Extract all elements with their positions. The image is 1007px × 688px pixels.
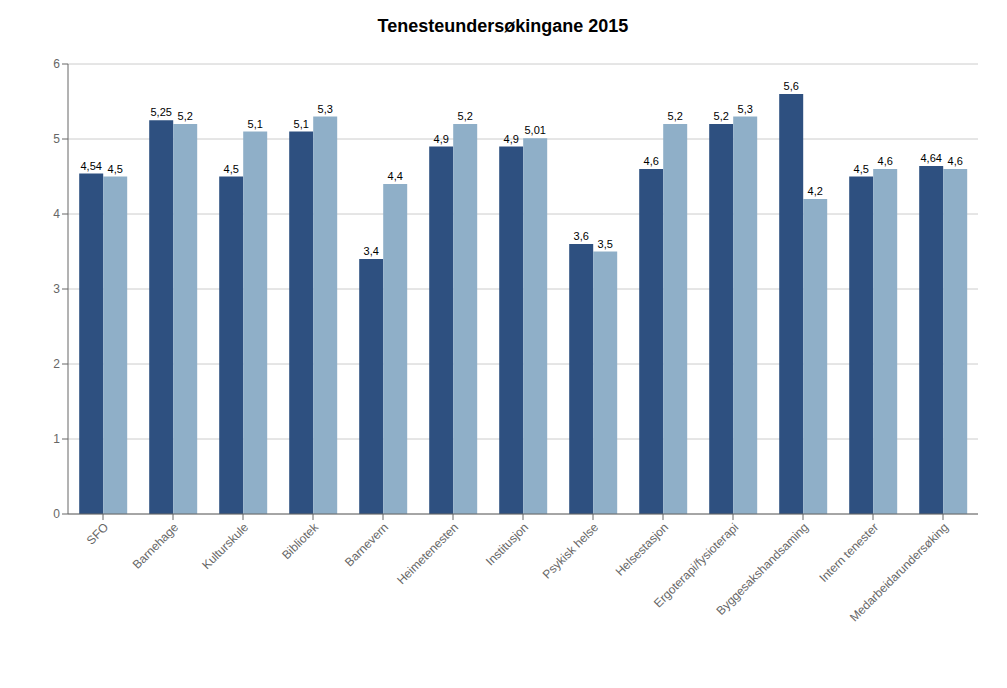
svg-text:5,6: 5,6 bbox=[784, 80, 799, 92]
svg-text:Barnehage: Barnehage bbox=[130, 520, 182, 572]
svg-text:Bibliotek: Bibliotek bbox=[279, 520, 322, 563]
svg-text:Psykisk helse: Psykisk helse bbox=[540, 520, 602, 582]
svg-text:5,2: 5,2 bbox=[714, 110, 729, 122]
svg-text:5,1: 5,1 bbox=[294, 118, 309, 130]
svg-text:Institusjon: Institusjon bbox=[483, 520, 531, 568]
svg-text:6: 6 bbox=[53, 57, 60, 71]
svg-text:5,3: 5,3 bbox=[738, 103, 753, 115]
svg-text:4,9: 4,9 bbox=[504, 133, 519, 145]
svg-text:3: 3 bbox=[53, 282, 60, 296]
svg-text:Intern tenester: Intern tenester bbox=[817, 520, 882, 585]
svg-text:3,6: 3,6 bbox=[574, 230, 589, 242]
svg-text:3,5: 3,5 bbox=[598, 238, 613, 250]
svg-text:4,5: 4,5 bbox=[224, 163, 239, 175]
svg-text:Kulturskule: Kulturskule bbox=[199, 520, 251, 572]
svg-text:4,6: 4,6 bbox=[644, 155, 659, 167]
svg-text:5,3: 5,3 bbox=[318, 103, 333, 115]
html-text:Tenesteundersøkingane 2015: Tenesteundersøkingane 2015 bbox=[377, 16, 629, 36]
svg-text:4,2: 4,2 bbox=[808, 185, 823, 197]
svg-text:4,54: 4,54 bbox=[80, 160, 101, 172]
svg-text:Medarbeidarundersøking: Medarbeidarundersøking bbox=[847, 520, 951, 624]
svg-text:5,01: 5,01 bbox=[524, 124, 545, 136]
svg-text:5,2: 5,2 bbox=[458, 110, 473, 122]
svg-text:0: 0 bbox=[53, 507, 60, 521]
svg-text:Barnevern: Barnevern bbox=[342, 520, 391, 569]
svg-text:Heimetenesten: Heimetenesten bbox=[394, 520, 461, 587]
svg-text:5,1: 5,1 bbox=[248, 118, 263, 130]
svg-text:3,4: 3,4 bbox=[364, 245, 379, 257]
svg-text:5,25: 5,25 bbox=[150, 106, 171, 118]
svg-text:4,5: 4,5 bbox=[108, 163, 123, 175]
svg-text:SFO: SFO bbox=[84, 520, 111, 547]
svg-text:5,2: 5,2 bbox=[178, 110, 193, 122]
svg-text:Ergoterapi/fysioterapi: Ergoterapi/fysioterapi bbox=[651, 520, 742, 611]
svg-text:Byggesakshandsaming: Byggesakshandsaming bbox=[714, 520, 812, 618]
svg-text:4,9: 4,9 bbox=[434, 133, 449, 145]
svg-text:5,2: 5,2 bbox=[668, 110, 683, 122]
svg-text:4,6: 4,6 bbox=[878, 155, 893, 167]
svg-text:1: 1 bbox=[53, 432, 60, 446]
svg-text:2: 2 bbox=[53, 357, 60, 371]
svg-text:5: 5 bbox=[53, 132, 60, 146]
svg-text:4,5: 4,5 bbox=[854, 163, 869, 175]
svg-text:4,6: 4,6 bbox=[948, 155, 963, 167]
svg-text:4,4: 4,4 bbox=[388, 170, 403, 182]
svg-text:Helsestasjon: Helsestasjon bbox=[613, 520, 671, 578]
svg-text:4,64: 4,64 bbox=[920, 152, 941, 164]
svg-text:4: 4 bbox=[53, 207, 60, 221]
